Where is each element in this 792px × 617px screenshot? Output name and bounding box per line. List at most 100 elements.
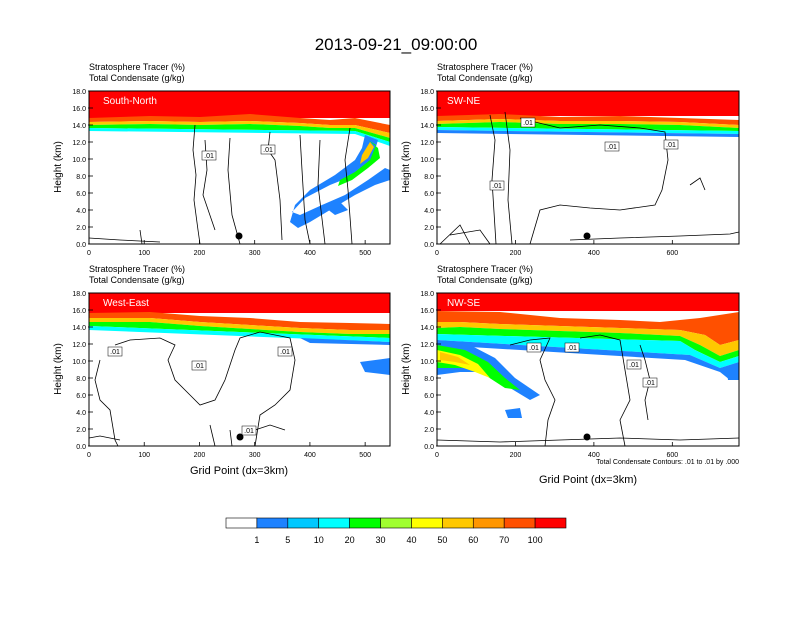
colorbar-swatch — [380, 517, 412, 529]
contour-label-box — [107, 346, 123, 357]
colorbar-swatch — [225, 517, 258, 529]
strat-plume-inner — [338, 140, 380, 186]
panel-sw-ne: Stratosphere Tracer (%) Total Condensate… — [401, 62, 740, 257]
contour-line — [88, 331, 296, 447]
colorbar-swatch — [472, 517, 505, 529]
location-marker — [236, 433, 244, 441]
colorbar-label: 10 — [314, 535, 324, 545]
y-ticks: 0.0 2.0 4.0 6.0 8.0 10.0 12.0 14.0 16.0 18.0 — [420, 89, 441, 249]
y-tick-label: 18.0 — [72, 89, 86, 96]
colorbar-label: 1 — [254, 535, 259, 545]
x-tick-label: 600 — [666, 452, 678, 459]
y-tick-label: 12.0 — [420, 342, 434, 349]
contour-label-box — [201, 150, 217, 161]
y-tick-label: 18.0 — [72, 291, 86, 298]
colorbar-label: 40 — [406, 535, 416, 545]
x-ticks: 0 200 400 600 — [435, 240, 678, 257]
contour-label-box — [604, 141, 620, 152]
plot-area: .01 .01 .01 .01 West-East — [88, 292, 391, 447]
y-tick-label: 8.0 — [424, 376, 434, 383]
contour-label-box — [241, 425, 257, 436]
strat-layer-20 — [437, 122, 739, 131]
contour-label: .01 — [110, 349, 120, 356]
colorbar-swatch — [503, 517, 536, 529]
strat-layer-20 — [437, 327, 739, 362]
colorbar-label: 60 — [468, 535, 478, 545]
y-tick-label: 0.0 — [76, 444, 86, 451]
panel-subtitle-stratosphere: Stratosphere Tracer (%) — [89, 264, 185, 274]
panel-subtitle-condensate: Total Condensate (g/kg) — [437, 73, 533, 83]
contour-label: .01 — [645, 380, 655, 387]
colorbar-label: 70 — [499, 535, 509, 545]
strat-layer-50 — [437, 322, 739, 356]
x-tick-label: 0 — [87, 452, 91, 459]
y-tick-label: 14.0 — [420, 123, 434, 130]
y-tick-label: 10.0 — [72, 157, 86, 164]
contour-label-box — [260, 144, 276, 155]
colorbar-label: 5 — [285, 535, 290, 545]
panel-south-north: Stratosphere Tracer (%) Total Condensate… — [53, 62, 391, 257]
contour-line — [439, 111, 740, 245]
x-tick-label: 100 — [138, 452, 150, 459]
panel-label: NW-SE — [447, 298, 480, 309]
contour-label: .01 — [567, 345, 577, 352]
contour-label-box — [626, 359, 642, 370]
strat-layer-100 — [89, 91, 390, 118]
y-tick-label: 12.0 — [72, 342, 86, 349]
strat-layer-100 — [89, 293, 390, 313]
contour-label-box — [489, 180, 505, 191]
y-tick-label: 10.0 — [420, 359, 434, 366]
panel-west-east: Stratosphere Tracer (%) Total Condensate… — [53, 264, 391, 477]
contour-label: .01 — [523, 120, 533, 127]
y-tick-label: 2.0 — [424, 225, 434, 232]
contour-line — [436, 334, 740, 447]
y-axis-label: Height (km) — [53, 141, 64, 193]
strat-blob — [505, 408, 522, 418]
contour-label-box — [564, 342, 580, 353]
contour-label: .01 — [244, 428, 254, 435]
colorbar-swatch — [442, 517, 474, 529]
strat-blob — [727, 370, 739, 380]
x-ticks: 0 100 200 300 400 500 — [87, 442, 371, 459]
strat-layer-1 — [437, 340, 739, 380]
strat-blob — [322, 202, 348, 215]
panel-subtitle-stratosphere: Stratosphere Tracer (%) — [437, 62, 533, 72]
contour-label-box — [520, 117, 536, 128]
contour-label-box — [663, 139, 679, 150]
contour-label: .01 — [280, 349, 290, 356]
strat-layer-70 — [89, 312, 390, 330]
strat-layer-50 — [89, 318, 390, 334]
location-marker — [235, 232, 243, 240]
x-tick-label: 200 — [194, 250, 206, 257]
y-tick-label: 6.0 — [424, 393, 434, 400]
x-tick-label: 600 — [666, 250, 678, 257]
strat-layer-50 — [437, 119, 739, 128]
contour-label: .01 — [204, 153, 214, 160]
x-tick-label: 500 — [359, 250, 371, 257]
panel-subtitle-stratosphere: Stratosphere Tracer (%) — [437, 264, 533, 274]
colorbar-swatch — [534, 517, 567, 529]
x-tick-label: 200 — [194, 452, 206, 459]
contour-line — [88, 124, 353, 245]
x-tick-label: 400 — [304, 250, 316, 257]
y-axis-label: Height (km) — [401, 141, 412, 193]
y-tick-label: 16.0 — [420, 106, 434, 113]
y-tick-label: 6.0 — [424, 191, 434, 198]
y-tick-label: 14.0 — [72, 123, 86, 130]
x-tick-label: 0 — [87, 250, 91, 257]
panel-label: South-North — [103, 96, 157, 107]
y-tick-label: 8.0 — [424, 174, 434, 181]
panel-label: West-East — [103, 298, 149, 309]
y-tick-label: 12.0 — [72, 140, 86, 147]
y-tick-label: 0.0 — [76, 242, 86, 249]
panel-subtitle-condensate: Total Condensate (g/kg) — [89, 275, 185, 285]
y-tick-label: 14.0 — [420, 325, 434, 332]
colorbar-swatch — [256, 517, 289, 529]
y-tick-label: 6.0 — [76, 191, 86, 198]
contour-label: .01 — [607, 144, 617, 151]
strat-layer-70 — [437, 311, 739, 345]
strat-layer-100 — [437, 293, 739, 311]
strat-layer-20 — [89, 322, 390, 338]
contour-label-box — [191, 360, 207, 371]
